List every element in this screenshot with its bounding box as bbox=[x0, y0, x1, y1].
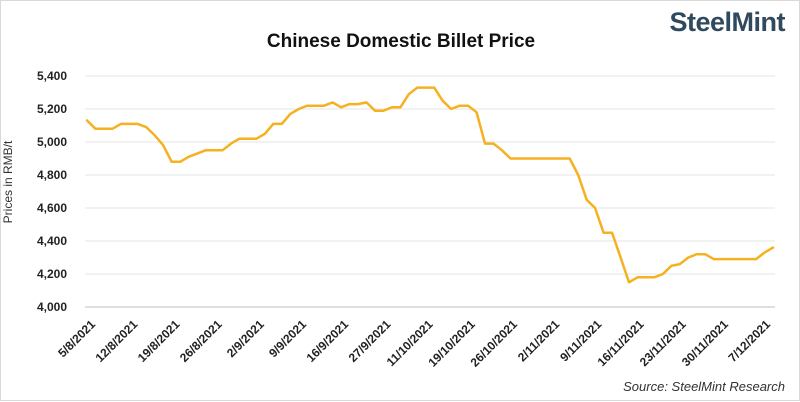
series-line bbox=[85, 86, 775, 284]
y-tick-label: 4,400 bbox=[37, 234, 67, 248]
y-tick-label: 4,000 bbox=[37, 300, 67, 314]
y-tick-label: 4,200 bbox=[37, 267, 67, 281]
source-note: Source: SteelMint Research bbox=[623, 379, 785, 394]
x-tick-label: 5/8/2021 bbox=[55, 317, 98, 360]
x-tick-label: 26/8/2021 bbox=[177, 317, 225, 365]
series-layer bbox=[85, 86, 775, 284]
y-tick-label: 4,800 bbox=[37, 168, 67, 182]
y-tick-label: 4,600 bbox=[37, 201, 67, 215]
y-tick-label: 5,000 bbox=[37, 135, 67, 149]
x-tick-label: 16/9/2021 bbox=[304, 317, 352, 365]
x-tick-label: 30/11/2021 bbox=[679, 317, 731, 369]
x-tick-label: 7/12/2021 bbox=[725, 317, 773, 365]
x-tick-label: 2/9/2021 bbox=[224, 317, 267, 360]
y-tick-label: 5,400 bbox=[37, 69, 67, 83]
x-tick-label: 12/8/2021 bbox=[93, 317, 141, 365]
logo-text: SteelMint bbox=[669, 7, 785, 37]
x-tick-label: 19/8/2021 bbox=[135, 317, 183, 365]
steelmint-logo: SteelMint bbox=[669, 7, 785, 37]
y-axis-label: Prices in RMB/t bbox=[1, 140, 15, 224]
y-tick-label: 5,200 bbox=[37, 102, 67, 116]
chart-title: Chinese Domestic Billet Price bbox=[266, 31, 536, 52]
x-tick-label: 9/9/2021 bbox=[266, 317, 309, 360]
gridlines bbox=[85, 75, 775, 275]
x-tick-label: 2/11/2021 bbox=[515, 317, 562, 364]
y-tick-labels: 4,000 4,200 4,400 4,600 4,800 5,000 5,200 5,400 bbox=[37, 69, 67, 314]
